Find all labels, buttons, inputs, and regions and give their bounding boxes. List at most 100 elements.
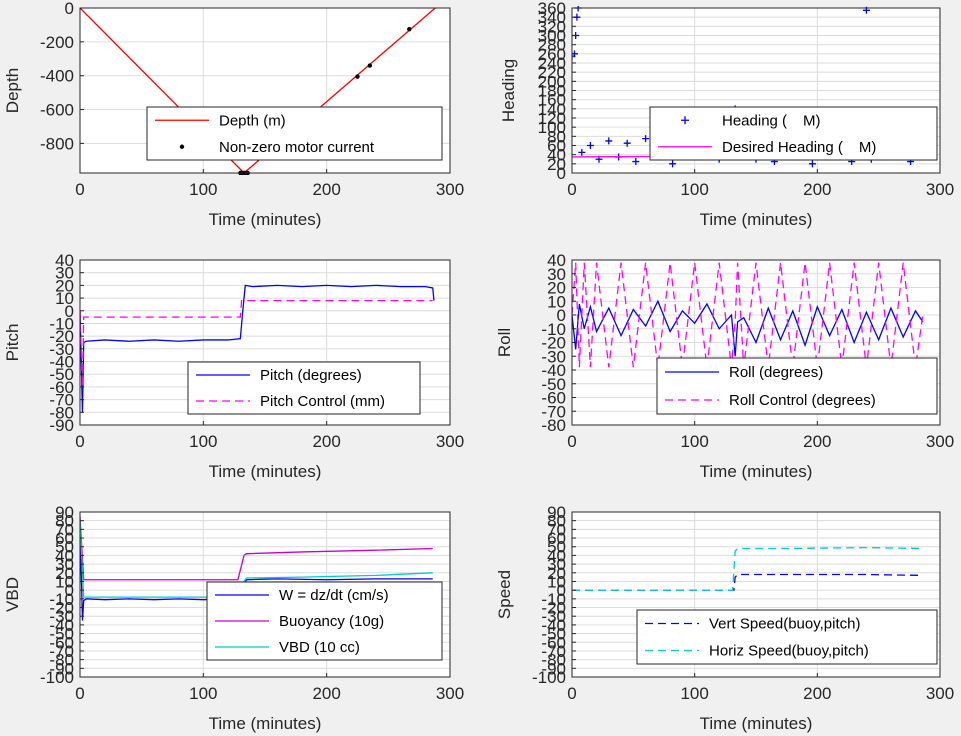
y-tick-label: -50 [49, 365, 74, 384]
data-point [642, 135, 650, 143]
chart-vbd: 0 100 200 3009080706050403020100-10-20-30-4… [3, 503, 464, 733]
y-tick-label: -20 [49, 327, 74, 346]
x-tick-label: 200 [312, 684, 340, 703]
y-tick-label: -200 [40, 33, 74, 52]
y-tick-label: -50 [541, 625, 566, 644]
series-vbd-0 [80, 529, 433, 621]
legend-label-suffix: M) [803, 112, 821, 129]
x-tick-label: 300 [436, 684, 464, 703]
chart-heading: 0 100 200 300020406080100120140160180200220… [499, 0, 954, 229]
legend-label-text: Buoyancy (10g) [279, 613, 384, 630]
x-axis-label: Time (minutes) [700, 462, 813, 481]
y-tick-label: 10 [55, 289, 74, 308]
y-tick-label: 60 [547, 137, 566, 156]
legend-box [187, 361, 421, 415]
y-tick-label: 90 [55, 503, 74, 522]
legend: W = dz/dt (cm/s) Buoyancy (10g) VBD (10 cc… [206, 581, 443, 661]
y-tick-label: 180 [538, 82, 566, 101]
series-group [572, 262, 924, 368]
y-tick-label: -40 [49, 616, 74, 635]
data-point [808, 160, 816, 168]
y-tick-label: 50 [547, 538, 566, 557]
x-tick-label: 0 [567, 432, 576, 451]
y-tick-label: 30 [547, 555, 566, 574]
y-tick-label: 20 [547, 155, 566, 174]
data-point [355, 74, 360, 79]
y-axis-label: Speed [495, 570, 514, 619]
legend-label: Pitch Control (mm) [260, 393, 385, 410]
y-tick-label: -10 [49, 314, 74, 333]
y-tick-label: 200 [538, 72, 566, 91]
y-tick-label: 0 [65, 302, 74, 321]
y-tick-label: -90 [49, 659, 74, 678]
legend-label: Horiz Speed(buoy,pitch) [709, 643, 869, 660]
y-tick-label: 140 [538, 100, 566, 119]
legend-label: Buoyancy (10g) [279, 613, 384, 630]
legend-label: Pitch (degrees) [260, 367, 362, 384]
x-tick-label: 200 [803, 180, 831, 199]
y-tick-label: -30 [49, 340, 74, 359]
x-tick-label: 0 [75, 180, 84, 199]
legend-label-text: Roll Control (degrees) [729, 392, 876, 409]
data-point [586, 142, 594, 149]
legend-label: Desired Heading (M) [722, 139, 876, 156]
x-tick-label: 0 [567, 684, 576, 703]
series-speed-0 [572, 573, 923, 591]
y-tick-label: 30 [55, 264, 74, 283]
legend-label: Non-zero motor current [219, 139, 375, 156]
y-axis-label: Heading [499, 59, 518, 122]
legend: Pitch (degrees) Pitch Control (mm) [187, 361, 421, 415]
y-tick-label: -80 [541, 651, 566, 670]
y-tick-label: 120 [538, 109, 566, 128]
legend: Roll (degrees) Roll Control (degrees) [656, 357, 938, 415]
y-tick-label: -40 [49, 353, 74, 372]
y-tick-label: -70 [49, 391, 74, 410]
y-tick-label: 80 [547, 127, 566, 146]
data-point [632, 158, 640, 166]
y-tick-label: -90 [49, 416, 74, 435]
legend-label-text: Depth (m) [219, 112, 286, 129]
legend-box [649, 106, 938, 161]
y-tick-label: 0 [65, 581, 74, 600]
x-tick-label: 100 [189, 432, 217, 451]
x-tick-label: 100 [680, 180, 708, 199]
y-tick-label: -100 [40, 668, 74, 687]
chart-roll: 0 100 200 300403020100-10-20-30-40-50-60-70… [495, 251, 954, 481]
y-tick-label: 20 [547, 564, 566, 583]
y-tick-label: -60 [541, 633, 566, 652]
y-tick-label: 320 [538, 17, 566, 36]
x-tick-label: 100 [189, 684, 217, 703]
legend-box [146, 106, 443, 161]
y-tick-label: 80 [547, 512, 566, 531]
axes-box [571, 511, 941, 678]
chart-speed: 0 100 200 3009080706050403020100-10-20-30-4… [495, 503, 954, 733]
y-axis-label: Depth [3, 68, 22, 113]
series-roll-0 [572, 299, 924, 357]
y-tick-label: -70 [541, 402, 566, 421]
x-axis-label: Time (minutes) [209, 714, 322, 733]
legend-label: Heading (M) [722, 112, 821, 129]
y-tick-label: -60 [49, 378, 74, 397]
y-tick-label: -80 [49, 403, 74, 422]
x-tick-label: 300 [436, 432, 464, 451]
y-axis-label: Roll [495, 328, 514, 357]
legend-label: Vert Speed(buoy,pitch) [709, 616, 860, 633]
y-tick-label: 340 [538, 8, 566, 27]
series-speed-1 [572, 546, 923, 591]
y-tick-label: 50 [55, 538, 74, 557]
data-point [367, 63, 373, 68]
legend-label: Depth (m) [219, 112, 286, 129]
legend-label-text: VBD (10 cc) [279, 639, 360, 656]
y-tick-label: 10 [55, 572, 74, 591]
y-tick-label: -40 [541, 616, 566, 635]
x-tick-label: 100 [680, 432, 708, 451]
y-tick-label: -50 [49, 625, 74, 644]
y-tick-label: 20 [547, 279, 566, 298]
legend: Heading (M) Desired Heading (M) [649, 106, 938, 161]
y-tick-label: -90 [541, 659, 566, 678]
x-tick-label: 0 [75, 684, 84, 703]
data-point [669, 160, 677, 168]
legend-label: VBD (10 cc) [279, 639, 360, 656]
x-tick-label: 300 [926, 684, 954, 703]
y-axis-label: Pitch [3, 324, 22, 362]
